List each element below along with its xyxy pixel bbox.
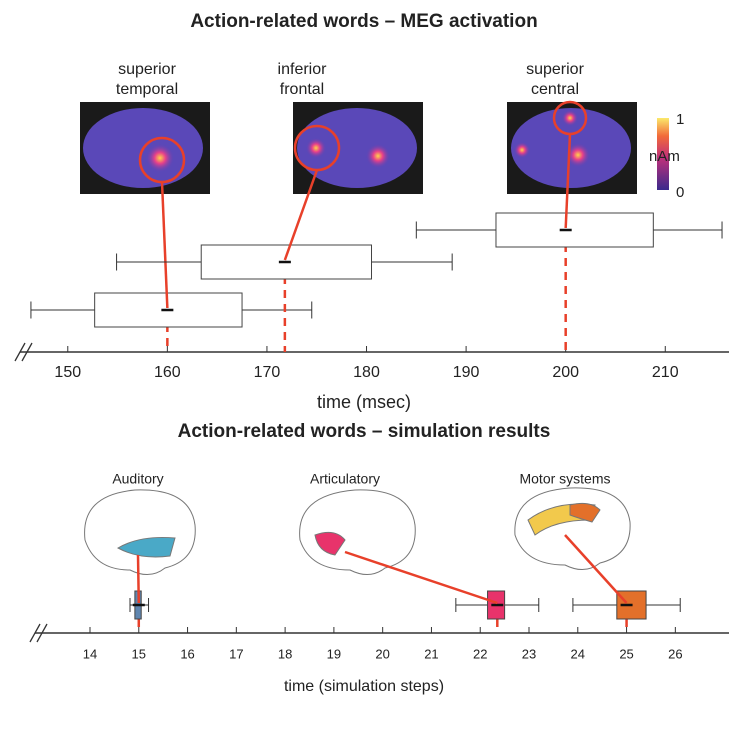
chart-title: Action-related words – simulation result… bbox=[178, 421, 551, 442]
region-label: frontal bbox=[280, 81, 324, 98]
x-axis-label: time (simulation steps) bbox=[284, 678, 444, 695]
x-tick-label: 24 bbox=[571, 646, 585, 661]
x-tick-label: 170 bbox=[254, 364, 281, 381]
connector bbox=[564, 133, 572, 229]
sim-brains bbox=[84, 487, 631, 575]
axis-break bbox=[14, 342, 33, 362]
region-label: Motor systems bbox=[519, 471, 610, 487]
connector bbox=[160, 181, 169, 309]
x-tick-label: 160 bbox=[154, 364, 181, 381]
x-tick-label: 20 bbox=[375, 646, 389, 661]
x-tick-label: 17 bbox=[229, 646, 243, 661]
x-tick-label: 22 bbox=[473, 646, 487, 661]
x-axis-label: time (msec) bbox=[317, 392, 411, 412]
x-tick-label: 15 bbox=[132, 646, 146, 661]
region-label: superior bbox=[118, 61, 176, 78]
x-tick-label: 23 bbox=[522, 646, 536, 661]
region-circle bbox=[293, 124, 341, 172]
chart-title: Action-related words – MEG activation bbox=[190, 11, 537, 32]
region-label: Auditory bbox=[112, 471, 163, 487]
x-tick-label: 26 bbox=[668, 646, 682, 661]
region-circle bbox=[552, 100, 588, 136]
x-tick-label: 150 bbox=[54, 364, 81, 381]
x-tick-label: 180 bbox=[353, 364, 380, 381]
x-tick-label: 16 bbox=[180, 646, 194, 661]
connector bbox=[564, 534, 628, 604]
axis-break bbox=[29, 623, 48, 643]
region-circle bbox=[138, 136, 186, 184]
connector bbox=[344, 550, 498, 605]
colorbar-label: nAm bbox=[649, 148, 680, 165]
x-tick-label: 190 bbox=[453, 364, 480, 381]
x-tick-label: 210 bbox=[652, 364, 679, 381]
region-label: temporal bbox=[116, 81, 178, 98]
x-tick-label: 21 bbox=[424, 646, 438, 661]
x-tick-label: 25 bbox=[619, 646, 633, 661]
region-label: inferior bbox=[278, 61, 328, 78]
connector bbox=[283, 169, 319, 261]
region-label: central bbox=[531, 81, 579, 98]
connector bbox=[136, 554, 141, 604]
x-tick-label: 200 bbox=[552, 364, 579, 381]
colorbar-tick: 0 bbox=[676, 184, 684, 201]
x-tick-label: 14 bbox=[83, 646, 97, 661]
box bbox=[495, 212, 654, 248]
x-tick-label: 18 bbox=[278, 646, 292, 661]
region-label: superior bbox=[526, 61, 584, 78]
x-tick-label: 19 bbox=[327, 646, 341, 661]
region-label: Articulatory bbox=[310, 471, 380, 487]
colorbar-tick: 1 bbox=[676, 111, 684, 128]
